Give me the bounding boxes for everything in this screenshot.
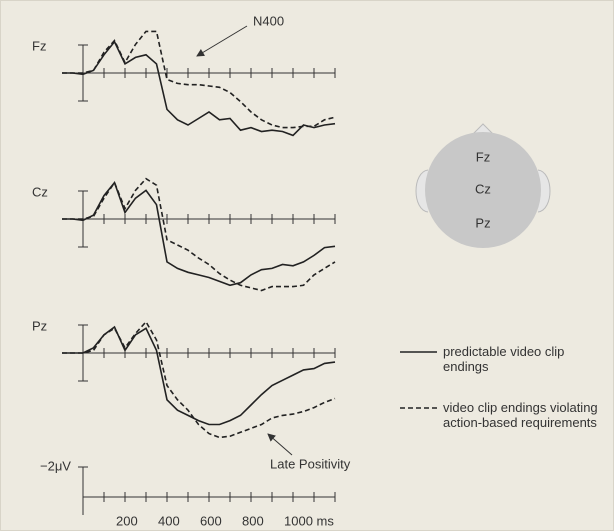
panel-title: Cz <box>32 184 48 199</box>
frame <box>1 1 614 531</box>
annotation-arrow <box>197 26 247 56</box>
figure: Fz Cz Pz N400 Late Positivity −2μV Fz Cz P… <box>0 0 614 531</box>
erp-line <box>62 31 335 127</box>
scale-label: −2μV <box>40 458 71 473</box>
erp-line <box>62 327 335 425</box>
annotation: Late Positivity <box>270 456 351 471</box>
x-tick-label: 800 <box>242 513 264 528</box>
electrode-label: Cz <box>475 181 491 196</box>
annotation-arrow <box>268 434 292 455</box>
panel-title: Fz <box>32 38 46 53</box>
x-tick-label: 200 <box>116 513 138 528</box>
erp-line <box>62 179 335 291</box>
x-tick-label: 1000 ms <box>284 513 334 528</box>
panel-title: Pz <box>32 318 47 333</box>
legend-entry: predictable video clip endings <box>443 344 608 374</box>
annotation: N400 <box>253 13 284 28</box>
x-tick-label: 600 <box>200 513 222 528</box>
scale-bar <box>78 467 88 515</box>
electrode-label: Fz <box>476 149 490 164</box>
erp-line <box>62 183 335 286</box>
electrode-label: Pz <box>475 215 490 230</box>
legend-entry: video clip endings violating action-base… <box>443 400 608 430</box>
chart: Fz Cz Pz N400 Late Positivity −2μV Fz Cz P… <box>0 0 614 531</box>
x-tick-label: 400 <box>158 513 180 528</box>
erp-line <box>62 42 335 136</box>
